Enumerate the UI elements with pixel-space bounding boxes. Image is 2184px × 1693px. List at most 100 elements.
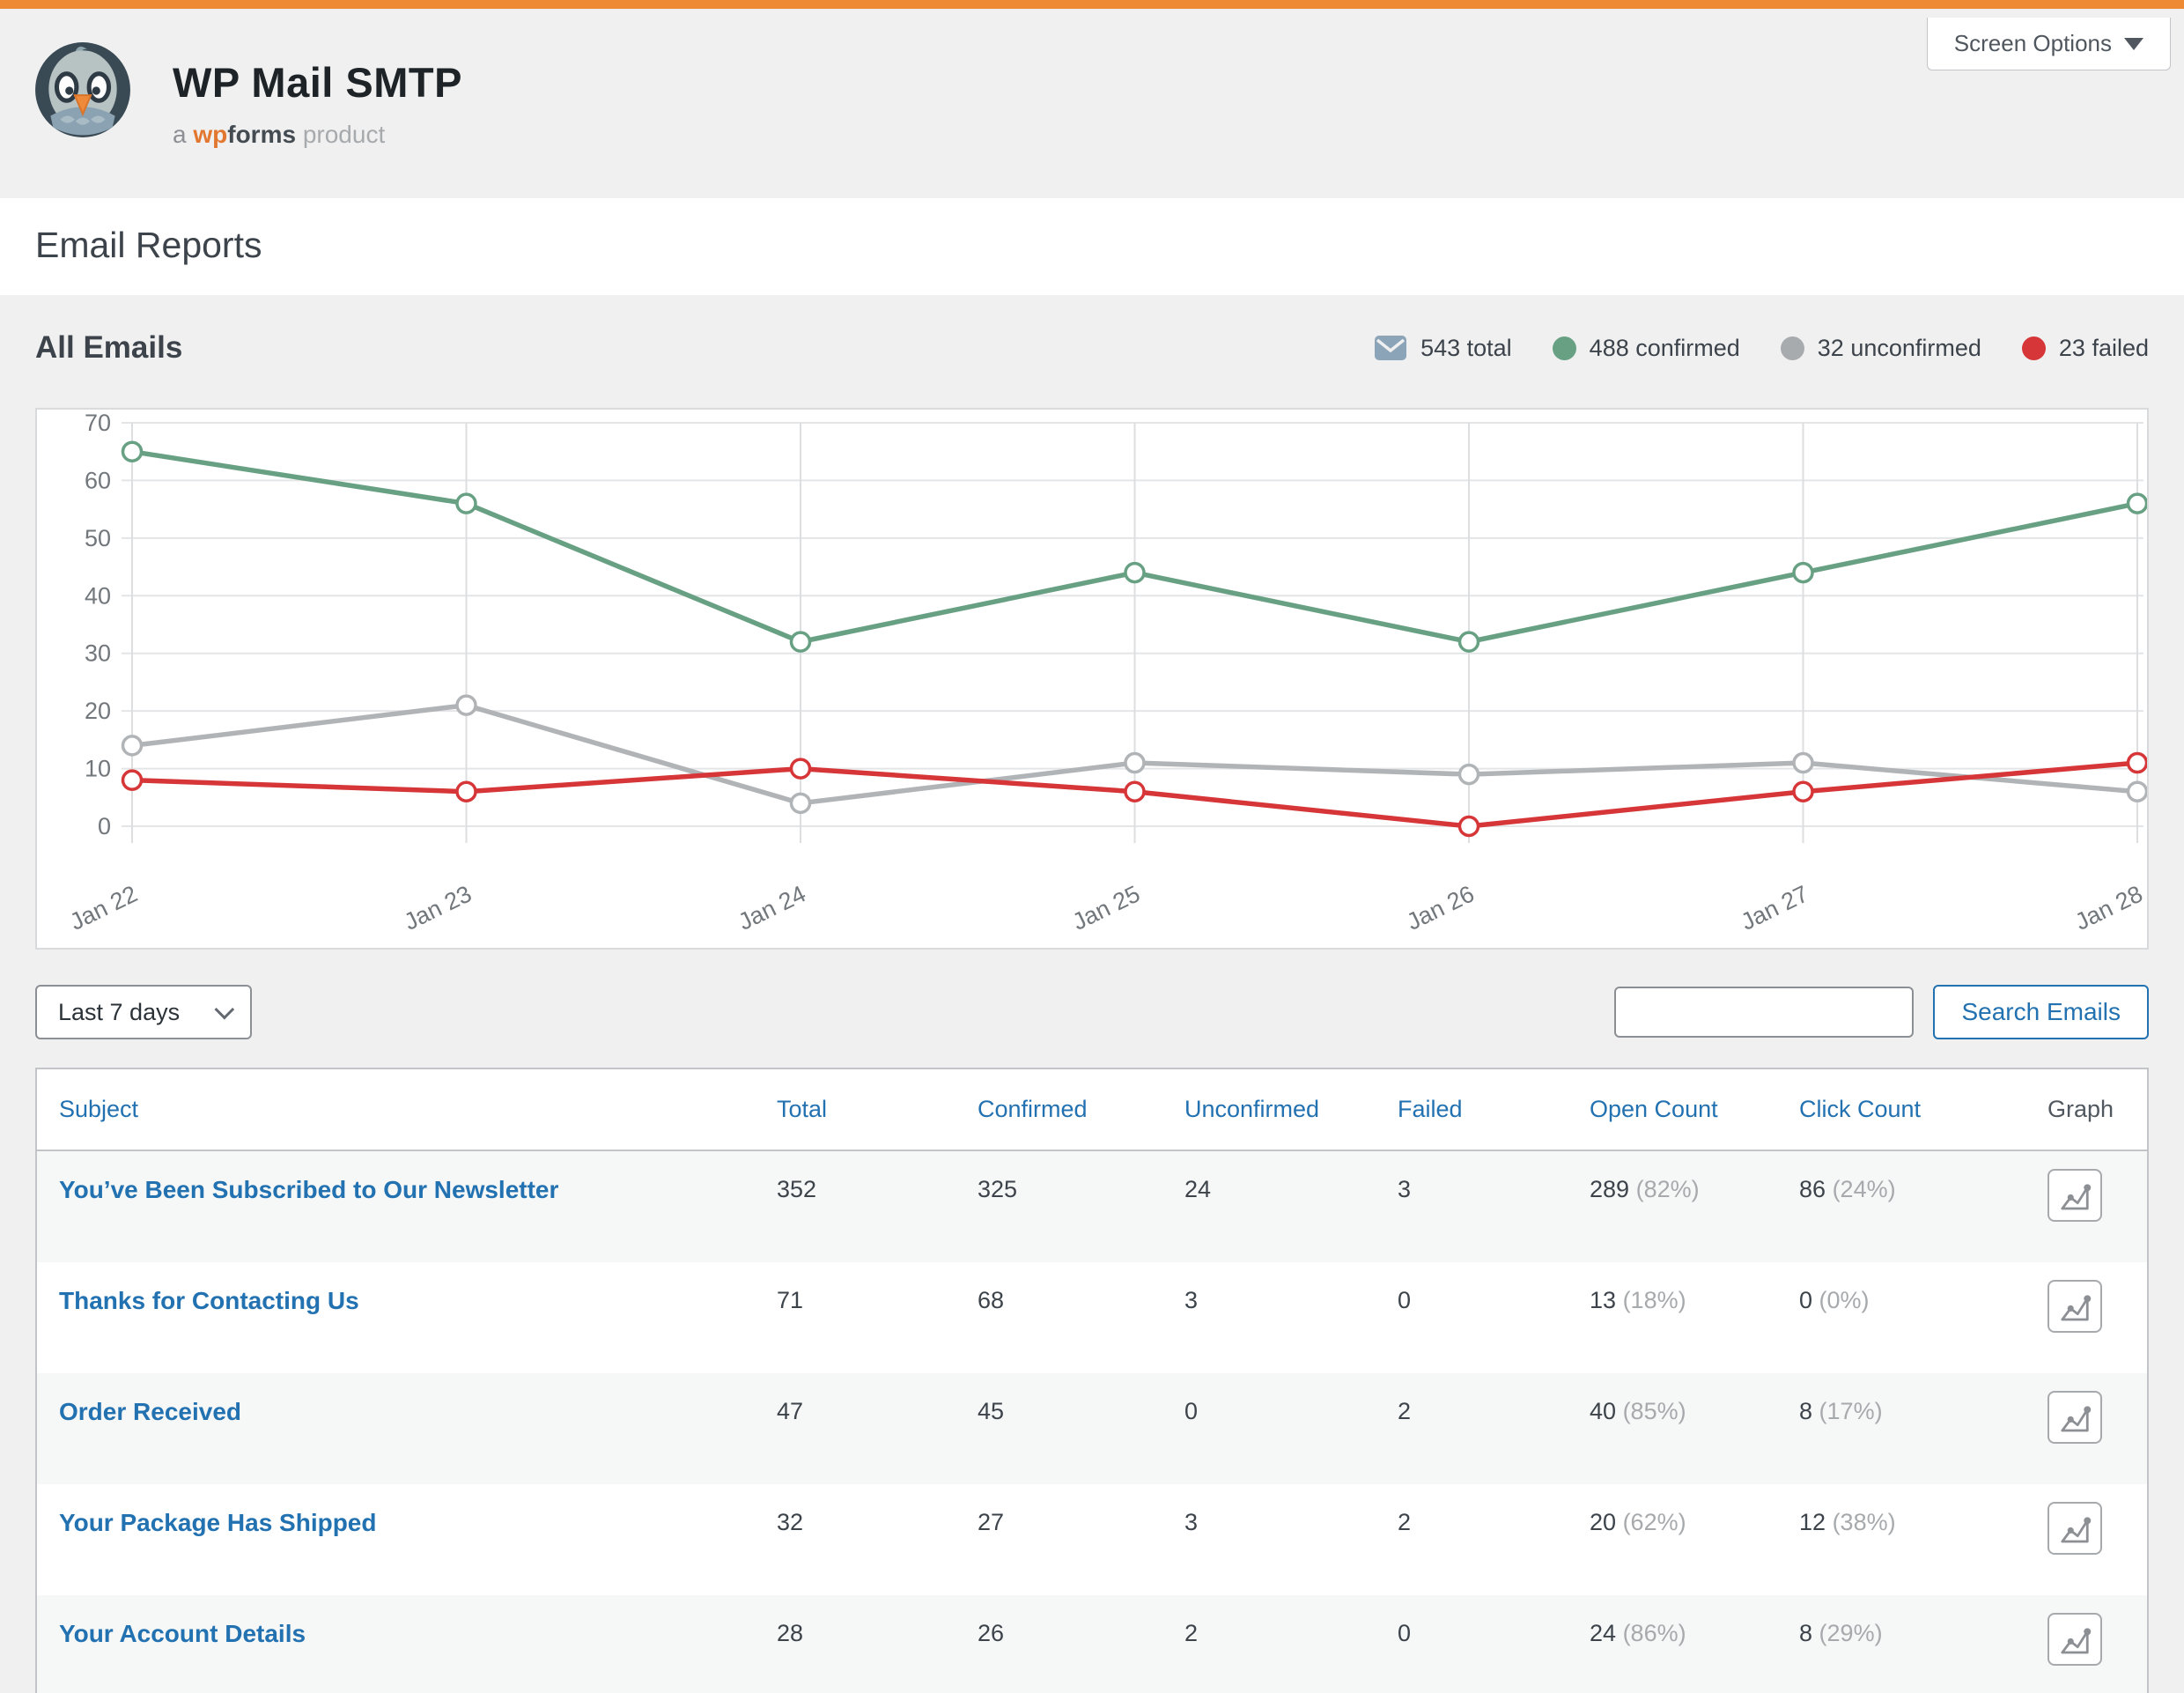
mini-line-chart-icon (2061, 1406, 2092, 1432)
email-subject-link[interactable]: Your Package Has Shipped (59, 1509, 377, 1536)
row-graph-button[interactable] (2048, 1613, 2102, 1666)
mini-line-chart-icon (2061, 1517, 2092, 1543)
all-emails-section: All Emails 543 total 488 confirmed 32 unco… (0, 330, 2184, 1693)
chevron-down-icon (2124, 37, 2143, 50)
click-count-cell: 8 (29%) (1760, 1595, 2008, 1693)
click-count-value: 8 (1799, 1620, 1813, 1646)
click-count-value: 8 (1799, 1398, 1813, 1424)
y-axis-tick: 30 (85, 640, 111, 667)
x-axis-tick: Jan 24 (734, 880, 810, 935)
open-count-percent: (85%) (1622, 1398, 1686, 1424)
total-cell: 32 (737, 1484, 938, 1595)
open-count-percent: (86%) (1622, 1620, 1686, 1646)
search-input[interactable] (1614, 987, 1915, 1038)
click-count-value: 86 (1799, 1176, 1826, 1202)
table-row: Thanks for Contacting Us 71 68 3 0 13 (18%) 0 … (37, 1262, 2147, 1373)
confirmed-dot-icon (1552, 336, 1576, 360)
confirmed-cell: 68 (938, 1262, 1145, 1373)
tagline-forms: forms (227, 121, 297, 148)
email-reports-table-panel: Subject Total Confirmed Unconfirmed Failed Op… (35, 1068, 2149, 1693)
column-header-confirmed[interactable]: Confirmed (938, 1069, 1145, 1151)
open-count-value: 40 (1590, 1398, 1617, 1424)
failed-value: 0 (1398, 1620, 1412, 1646)
y-axis-tick: 10 (85, 756, 111, 782)
click-count-percent: (24%) (1832, 1176, 1896, 1202)
column-header-subject[interactable]: Subject (37, 1069, 737, 1151)
click-count-value: 12 (1799, 1509, 1826, 1535)
unconfirmed-value: 0 (1184, 1398, 1199, 1424)
unconfirmed-point (1124, 751, 1146, 774)
screen-options-button[interactable]: Screen Options (1926, 18, 2171, 70)
unconfirmed-value: 2 (1184, 1620, 1199, 1646)
confirmed-point (1457, 631, 1480, 653)
subject-cell: Order Received (37, 1373, 737, 1484)
failed-cell: 0 (1358, 1595, 1550, 1693)
table-header-row: Subject Total Confirmed Unconfirmed Failed Op… (37, 1069, 2147, 1151)
legend-item-failed: 23 failed (2021, 334, 2149, 362)
click-count-percent: (17%) (1819, 1398, 1883, 1424)
unconfirmed-point (1457, 763, 1480, 786)
search-emails-button[interactable]: Search Emails (1933, 985, 2149, 1039)
total-cell: 47 (737, 1373, 938, 1484)
legend-item-unconfirmed: 32 unconfirmed (1780, 335, 1981, 362)
y-axis-tick: 60 (85, 467, 111, 493)
legend-label: 543 total (1420, 334, 1512, 361)
unconfirmed-value: 3 (1184, 1509, 1199, 1535)
column-header-open-count[interactable]: Open Count (1550, 1069, 1760, 1151)
confirmed-value: 68 (978, 1287, 1005, 1313)
open-count-cell: 20 (62%) (1550, 1484, 1760, 1595)
total-cell: 352 (737, 1150, 938, 1262)
x-axis-tick: Jan 22 (66, 880, 142, 935)
date-range-select[interactable]: Last 7 days (35, 985, 252, 1039)
section-title: All Emails (35, 330, 183, 365)
date-range-value: Last 7 days (58, 998, 181, 1025)
app-title: WP Mail SMTP (173, 59, 462, 106)
y-axis-tick: 0 (98, 813, 111, 839)
graph-cell (2008, 1484, 2147, 1595)
confirmed-cell: 27 (938, 1484, 1145, 1595)
total-value: 71 (777, 1287, 804, 1313)
failed-cell: 2 (1358, 1484, 1550, 1595)
column-header-unconfirmed[interactable]: Unconfirmed (1145, 1069, 1358, 1151)
mini-line-chart-icon (2061, 1295, 2092, 1321)
total-cell: 28 (737, 1595, 938, 1693)
plugin-header: WP Mail SMTP a wpforms product Screen Op… (0, 9, 2184, 198)
screen-options-label: Screen Options (1953, 30, 2112, 56)
failed-point (1792, 780, 1814, 802)
section-head: All Emails 543 total 488 confirmed 32 unco… (35, 330, 2149, 366)
column-header-total[interactable]: Total (737, 1069, 938, 1151)
open-count-value: 24 (1590, 1620, 1617, 1646)
open-count-cell: 289 (82%) (1550, 1150, 1760, 1262)
column-header-click-count[interactable]: Click Count (1760, 1069, 2008, 1151)
table-row: Your Account Details 28 26 2 0 24 (86%) 8 (29%… (37, 1595, 2147, 1693)
y-axis-tick: 50 (85, 525, 111, 551)
envelope-icon (1375, 336, 1407, 360)
column-header-failed[interactable]: Failed (1358, 1069, 1550, 1151)
confirmed-value: 26 (978, 1620, 1005, 1646)
email-subject-link[interactable]: Your Account Details (59, 1620, 306, 1647)
subject-cell: Your Package Has Shipped (37, 1484, 737, 1595)
email-subject-link[interactable]: Thanks for Contacting Us (59, 1287, 359, 1314)
click-count-cell: 0 (0%) (1760, 1262, 2008, 1373)
brand-text: WP Mail SMTP a wpforms product (173, 42, 2184, 149)
row-graph-button[interactable] (2048, 1169, 2102, 1222)
confirmed-cell: 26 (938, 1595, 1145, 1693)
click-count-cell: 12 (38%) (1760, 1484, 2008, 1595)
click-count-cell: 86 (24%) (1760, 1150, 2008, 1262)
legend-label: 23 failed (2058, 334, 2149, 361)
table-row: You’ve Been Subscribed to Our Newsletter… (37, 1150, 2147, 1262)
unconfirmed-value: 24 (1184, 1176, 1212, 1202)
email-subject-link[interactable]: Order Received (59, 1398, 241, 1425)
column-header-graph: Graph (2008, 1069, 2147, 1151)
open-count-cell: 24 (86%) (1550, 1595, 1760, 1693)
email-subject-link[interactable]: You’ve Been Subscribed to Our Newsletter (59, 1176, 559, 1203)
unconfirmed-point (2126, 780, 2147, 802)
row-graph-button[interactable] (2048, 1280, 2102, 1333)
unconfirmed-point (789, 792, 812, 815)
wp-mail-smtp-logo (33, 41, 132, 139)
row-graph-button[interactable] (2048, 1502, 2102, 1555)
open-count-percent: (62%) (1622, 1509, 1686, 1535)
row-graph-button[interactable] (2048, 1391, 2102, 1444)
failed-point (789, 758, 812, 780)
table-row: Order Received 47 45 0 2 40 (85%) 8 (17%) (37, 1373, 2147, 1484)
